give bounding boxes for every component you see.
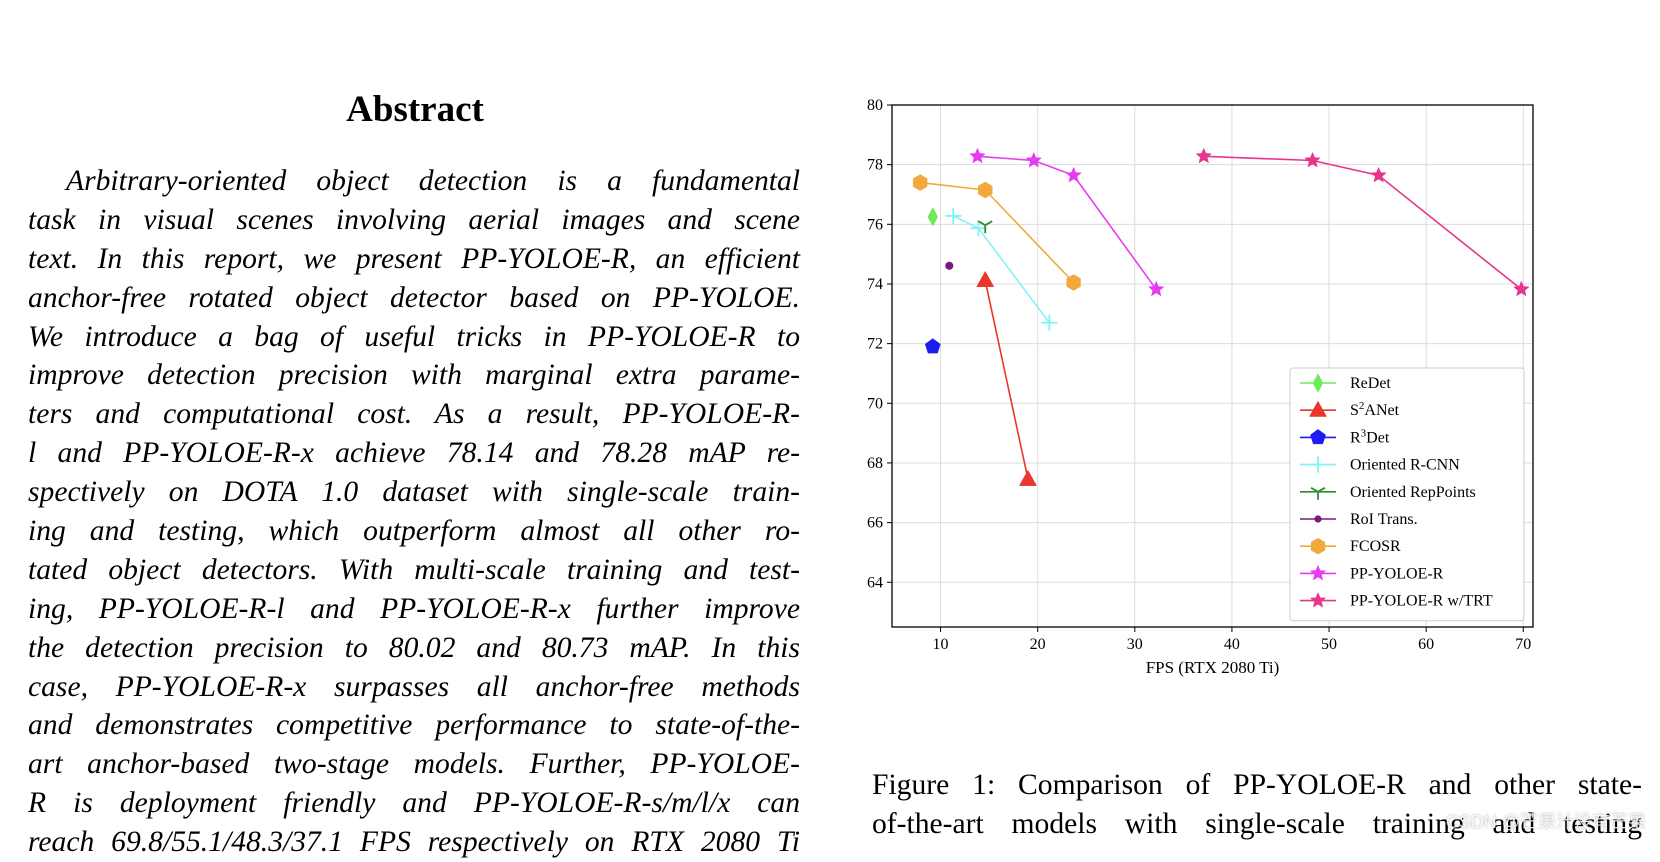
data-point bbox=[1370, 166, 1387, 183]
series-line bbox=[984, 280, 1029, 480]
legend-marker bbox=[1309, 564, 1327, 581]
abstract-line: reach 69.8/55.1/48.3/37.1 FPS respective… bbox=[28, 826, 800, 859]
abstract-line: tated object detectors. With multi-scale… bbox=[28, 553, 800, 586]
legend-marker bbox=[1310, 537, 1326, 555]
abstract-line: art anchor-based two-stage models. Furth… bbox=[28, 748, 800, 781]
data-point bbox=[1195, 147, 1213, 164]
plot-frame bbox=[891, 104, 1534, 628]
data-point bbox=[977, 220, 993, 234]
legend-marker bbox=[1312, 373, 1324, 393]
y-tick-label: 72 bbox=[867, 336, 883, 353]
abstract-line: Arbitrary-oriented object detection is a… bbox=[66, 165, 800, 197]
watermark: CSDN @芒果汁没有芒果 bbox=[1445, 812, 1646, 832]
data-point bbox=[945, 207, 962, 224]
y-tick-label: 66 bbox=[867, 515, 883, 532]
caption-line: Figure 1: Comparison of PP-YOLOE-R and o… bbox=[872, 769, 1642, 801]
series-line bbox=[1203, 155, 1522, 290]
abstract-line: ters and computational cost. As a result… bbox=[28, 398, 800, 431]
y-tick-label: 74 bbox=[867, 276, 883, 293]
figure-1-chart: 10 20 30 40 50 60 70 64 66 68 70 72 74 76 78 80 FPS (RTX… bbox=[867, 97, 1534, 677]
y-tick-label: 68 bbox=[867, 455, 883, 472]
legend-marker bbox=[1310, 487, 1326, 500]
data-point bbox=[1513, 280, 1530, 297]
data-point bbox=[978, 181, 993, 199]
data-point bbox=[976, 270, 995, 287]
legend-box bbox=[1289, 367, 1525, 622]
x-tick-label: 50 bbox=[1321, 636, 1337, 653]
legend-label: PP-YOLOE-R bbox=[1350, 565, 1444, 582]
series-line bbox=[977, 155, 1157, 290]
legend-label: S2ANet bbox=[1350, 400, 1400, 419]
abstract-line: anchor-free rotated object detector base… bbox=[28, 281, 800, 314]
y-tick-label: 76 bbox=[867, 216, 883, 233]
abstract-line: text. In this report, we present PP-YOLO… bbox=[28, 242, 800, 275]
series-line bbox=[920, 181, 1075, 284]
legend-label: R3Det bbox=[1350, 427, 1390, 446]
data-point bbox=[924, 338, 941, 354]
x-tick-label: 60 bbox=[1418, 636, 1434, 653]
y-tick-label: 70 bbox=[867, 395, 883, 412]
abstract-line: We introduce a bag of useful tricks in P… bbox=[28, 320, 800, 353]
data-point bbox=[1304, 151, 1321, 168]
data-point bbox=[912, 174, 928, 191]
data-point bbox=[1025, 151, 1043, 168]
data-point bbox=[927, 207, 939, 227]
legend-marker bbox=[1310, 456, 1326, 473]
abstract-line: case, PP-YOLOE-R-x surpasses all anchor-… bbox=[28, 670, 800, 703]
y-tick-label: 64 bbox=[867, 574, 883, 591]
x-axis-label: FPS (RTX 2080 Ti) bbox=[1146, 658, 1280, 677]
abstract-line: spectively on DOTA 1.0 dataset with sing… bbox=[28, 476, 800, 509]
abstract-heading: Abstract bbox=[346, 89, 484, 130]
data-point bbox=[945, 261, 954, 270]
abstract-line: improve detection precision with margina… bbox=[28, 359, 800, 392]
legend-marker bbox=[1309, 591, 1327, 608]
x-tick-label: 30 bbox=[1127, 636, 1143, 653]
data-point bbox=[969, 147, 986, 164]
data-point bbox=[1018, 469, 1037, 486]
y-tick-label: 80 bbox=[867, 97, 883, 114]
abstract-line: R is deployment friendly and PP-YOLOE-R-… bbox=[28, 787, 800, 820]
data-point bbox=[1065, 166, 1082, 183]
abstract-line: ing and testing, which outperform almost… bbox=[28, 515, 800, 548]
abstract-body: Arbitrary-oriented object detection is a… bbox=[28, 162, 800, 862]
abstract-line: and demonstrates competitive performance… bbox=[28, 709, 800, 742]
abstract-line: l and PP-YOLOE-R-x achieve 78.14 and 78.… bbox=[28, 437, 800, 470]
y-tick-label: 78 bbox=[867, 157, 883, 174]
data-point bbox=[1147, 280, 1165, 297]
legend-marker bbox=[1309, 400, 1327, 417]
x-tick-label: 70 bbox=[1515, 636, 1531, 653]
abstract-line: task in visual scenes involving aerial i… bbox=[28, 203, 800, 236]
legend-label: Oriented RepPoints bbox=[1350, 484, 1476, 501]
data-point bbox=[970, 220, 987, 237]
data-point bbox=[1066, 274, 1081, 291]
legend-label: RoI Trans. bbox=[1350, 511, 1418, 528]
figure-caption: Figure 1: Comparison of PP-YOLOE-R and o… bbox=[872, 766, 1642, 844]
x-tick-label: 10 bbox=[933, 636, 949, 653]
data-point bbox=[1041, 314, 1058, 331]
x-tick-label: 20 bbox=[1030, 636, 1046, 653]
legend-label: FCOSR bbox=[1350, 538, 1401, 555]
series-line bbox=[952, 215, 1050, 324]
legend-marker bbox=[1310, 429, 1326, 445]
legend-label: Oriented R-CNN bbox=[1350, 457, 1460, 474]
x-tick-label: 40 bbox=[1224, 636, 1240, 653]
abstract-line: ing, PP-YOLOE-R-l and PP-YOLOE-R-x furth… bbox=[28, 592, 800, 625]
legend-label: ReDet bbox=[1350, 375, 1391, 392]
legend-label: PP-YOLOE-R w/TRT bbox=[1350, 593, 1493, 610]
caption-line: of-the-art models with single-scale trai… bbox=[872, 808, 1642, 840]
legend-marker bbox=[1314, 515, 1322, 523]
abstract-line: the detection precision to 80.02 and 80.… bbox=[28, 631, 800, 664]
